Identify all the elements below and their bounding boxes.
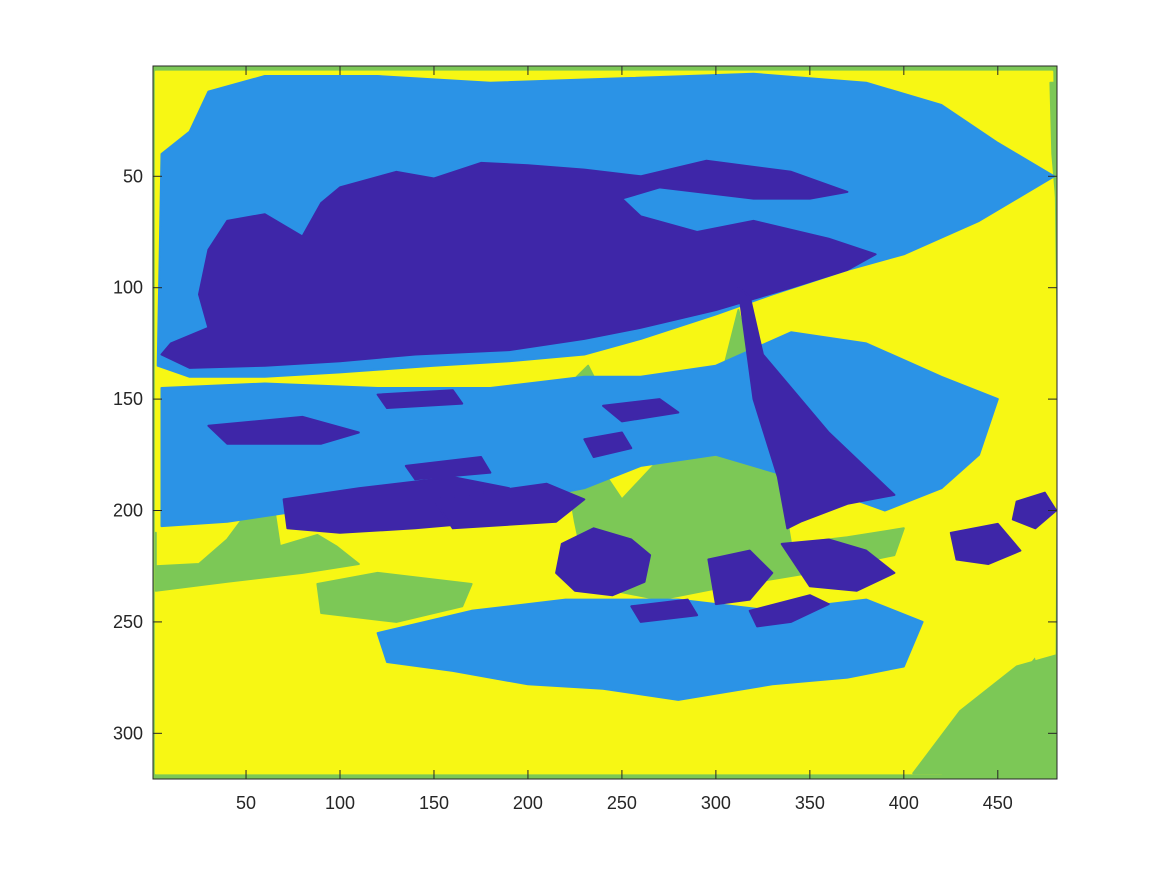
heatmap-region-level-1 [1011, 491, 1057, 530]
x-tick-label: 450 [983, 793, 1013, 813]
x-axis: 50 100 150 200 250 300 350 400 450 [236, 66, 1013, 813]
y-tick-label: 50 [123, 166, 143, 186]
heatmap-region-level-1 [630, 598, 699, 623]
y-tick-label: 300 [113, 723, 143, 743]
heatmap-region-level-1 [602, 398, 680, 423]
heatmap-region-level-1 [160, 159, 877, 369]
heatmap-region-level-3 [154, 500, 360, 592]
x-tick-label: 50 [236, 793, 256, 813]
heatmap-region-level-1 [404, 456, 492, 481]
heatmap-region-level-3 [316, 571, 473, 623]
heatmap-region-level-1 [433, 482, 586, 530]
heatmap-region-level-1 [737, 286, 896, 530]
heatmap-region-level-3 [912, 654, 1057, 775]
y-tick-label: 100 [113, 278, 143, 298]
x-tick-label: 100 [325, 793, 355, 813]
heatmap-region-level-1 [780, 538, 896, 592]
x-tick-label: 300 [701, 793, 731, 813]
heatmap-image [153, 66, 1057, 779]
heatmap-region-level-2 [376, 598, 924, 701]
heatmap-region-level-3 [1049, 81, 1057, 200]
heatmap-region-level-1 [707, 549, 774, 606]
heatmap-region-level-1 [949, 522, 1022, 565]
x-tick-label: 400 [889, 793, 919, 813]
x-tick-label: 200 [513, 793, 543, 813]
heatmap-region-level-1 [583, 431, 633, 458]
y-tick-label: 200 [113, 501, 143, 521]
heatmap-region-level-1 [207, 415, 360, 445]
x-tick-label: 350 [795, 793, 825, 813]
x-tick-label: 150 [419, 793, 449, 813]
heatmap-region-level-1 [748, 594, 830, 628]
y-tick-label: 250 [113, 612, 143, 632]
heatmap-region-level-1 [555, 527, 652, 597]
heatmap-region-level-1 [376, 389, 464, 409]
y-axis: 50 100 150 200 250 300 [113, 166, 1057, 743]
axes-box [152, 65, 1058, 780]
y-tick-label: 150 [113, 389, 143, 409]
x-tick-label: 250 [607, 793, 637, 813]
